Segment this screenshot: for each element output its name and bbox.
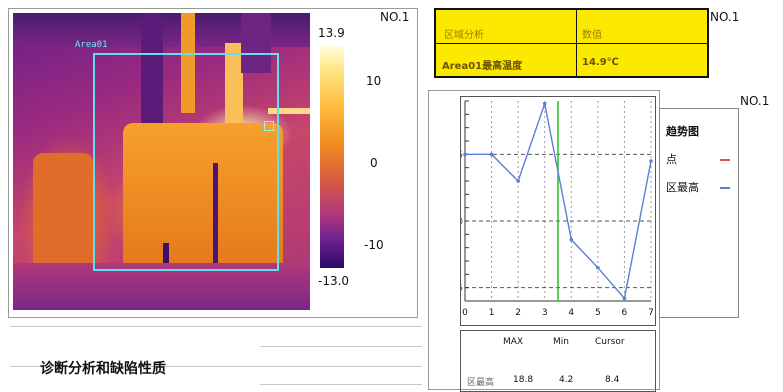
stats-header-cursor: Cursor (595, 337, 625, 347)
table-cell-region: Area01最高温度 (442, 61, 523, 72)
data-point (569, 237, 574, 242)
table-cell-value: 14.9℃ (582, 57, 619, 68)
chart-panel-label: NO.1 (740, 94, 770, 108)
chart-legend: 趋势图 点 区最高 (659, 108, 739, 318)
x-tick-label: 2 (515, 308, 521, 318)
series-line (465, 100, 652, 300)
stats-header-min: Min (553, 337, 569, 347)
data-point (489, 152, 494, 157)
thermal-panel-label: NO.1 (380, 10, 410, 24)
divider-line (10, 326, 422, 327)
y-tick-label: 15 (461, 150, 463, 159)
measurement-area-box[interactable] (93, 53, 279, 271)
stats-row-label: 区最高 (467, 378, 495, 388)
stats-value-max: 18.8 (513, 375, 534, 385)
analysis-table: 区域分析 数值 Area01最高温度 14.9℃ (434, 8, 709, 78)
data-point (463, 152, 467, 157)
stats-value-cursor: 8.4 (605, 375, 620, 385)
scale-tick-label: 10 (366, 74, 382, 88)
chart-stats-table: MAX Min Cursor 区最高 18.8 4.2 8.4 (460, 330, 656, 392)
diagnosis-title: 诊断分析和缺陷性质 (40, 361, 166, 377)
table-header-region: 区域分析 (444, 30, 484, 41)
legend-swatch-area-max (720, 187, 730, 189)
legend-title: 趋势图 (666, 125, 699, 138)
color-scale-bar (320, 46, 344, 268)
x-tick-label: 1 (489, 308, 495, 318)
legend-item-point: 点 (666, 153, 677, 166)
legend-swatch-point (720, 159, 730, 161)
divider-line (260, 384, 422, 385)
y-tick-label: 5 (461, 284, 463, 293)
divider-line (10, 366, 422, 367)
scale-tick-label: -10 (364, 238, 384, 252)
x-tick-label: 4 (568, 308, 574, 318)
x-tick-label: 5 (595, 308, 601, 318)
x-tick-label: 6 (622, 308, 628, 318)
area-label: Area01 (75, 40, 108, 50)
data-point (649, 159, 653, 163)
table-header-value: 数值 (582, 30, 602, 41)
stats-value-min: 4.2 (559, 375, 574, 385)
x-tick-label: 3 (542, 308, 548, 318)
scale-max-label: 13.9 (318, 26, 345, 40)
scale-min-label: -13.0 (318, 274, 350, 288)
trend-chart-svg: 5 10 15 0 1 2 3 4 5 6 7 (461, 100, 654, 318)
data-point (542, 101, 547, 106)
table-panel-label: NO.1 (710, 10, 740, 24)
divider-line (260, 346, 422, 347)
data-point (516, 179, 520, 183)
stats-header-max: MAX (503, 337, 524, 347)
thermal-image[interactable]: Area01 (13, 13, 310, 310)
point-marker[interactable] (264, 121, 274, 131)
x-tick-label: 0 (462, 308, 468, 318)
trend-chart[interactable]: 5 10 15 0 1 2 3 4 5 6 7 (460, 96, 656, 326)
x-tick-label: 7 (648, 308, 654, 318)
legend-item-area-max: 区最高 (666, 181, 699, 194)
data-point (622, 296, 627, 301)
trend-chart-frame (428, 90, 660, 390)
data-point (596, 265, 600, 270)
y-tick-label: 10 (461, 217, 463, 226)
scale-tick-label: 0 (370, 156, 378, 170)
